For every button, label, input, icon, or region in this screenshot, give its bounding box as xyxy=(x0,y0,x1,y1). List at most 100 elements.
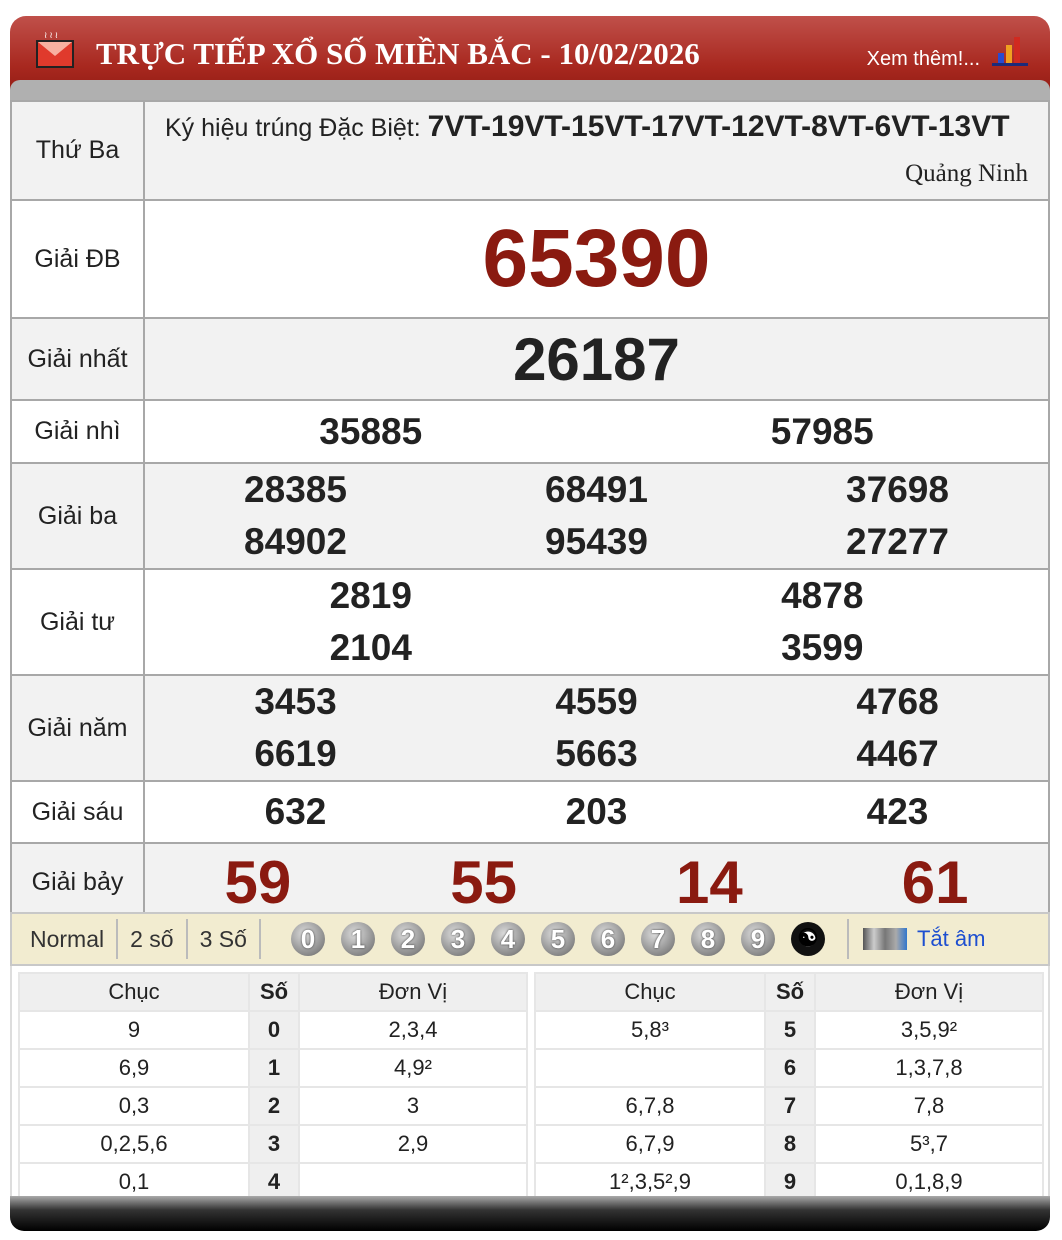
digit-ball-2[interactable]: 2 xyxy=(390,922,425,956)
digit-cell: 1 xyxy=(248,1048,300,1088)
prize-number: 26187 xyxy=(143,317,1050,401)
digit-ball-0[interactable]: 0 xyxy=(290,922,325,956)
prize-number: 37698 xyxy=(846,469,949,510)
digit-cell: 6 xyxy=(764,1048,816,1088)
yin-yang-icon[interactable]: ☯ xyxy=(790,922,825,956)
loto-row: 6,7,9 8 5³,7 xyxy=(534,1124,1044,1164)
digit-cell: 3 xyxy=(248,1124,300,1164)
loto-table-left: Chục Số Đơn Vị 9 0 2,3,4 6,9 1 4,9² 0,3 2 3 0,2,5,6 3… xyxy=(18,972,528,1202)
prize-label: Giải nhất xyxy=(10,317,145,401)
units-cell: 2,3,4 xyxy=(298,1010,528,1050)
digit-cell: 8 xyxy=(764,1124,816,1164)
loto-row: 6,7,8 7 7,8 xyxy=(534,1086,1044,1126)
loto-row: 5,8³ 5 3,5,9² xyxy=(534,1010,1044,1050)
chart-icon[interactable] xyxy=(992,37,1028,66)
mode-3-digit-button[interactable]: 3 Số xyxy=(188,919,261,959)
prize-number: 68491 xyxy=(545,469,648,510)
digit-cell: 0 xyxy=(248,1010,300,1050)
envelope-icon xyxy=(36,40,74,68)
prize-number: 28385 xyxy=(244,469,347,510)
prize-row-db: Giải ĐB 65390 xyxy=(10,199,1050,319)
digit-ball-5[interactable]: 5 xyxy=(540,922,575,956)
prize-number: 14 xyxy=(676,848,743,916)
tens-cell: 6,9 xyxy=(18,1048,250,1088)
prize-number: 6619 xyxy=(254,733,337,774)
mute-button[interactable]: Tắt âm xyxy=(916,926,986,951)
prize-row-1: Giải nhất 26187 xyxy=(10,317,1050,401)
code-label: Ký hiệu trúng Đặc Biệt: xyxy=(165,114,421,142)
result-panel: ≀≀≀ TRỰC TIẾP XỔ SỐ MIỀN BẮC - 10/02/202… xyxy=(10,16,1050,1231)
units-cell: 3 xyxy=(298,1086,528,1126)
units-cell: 2,9 xyxy=(298,1124,528,1164)
prize-row-6: Giải sáu 632 203 423 xyxy=(10,780,1050,844)
digit-cell: 2 xyxy=(248,1086,300,1126)
digit-cell: 4 xyxy=(248,1162,300,1202)
prize-row-7: Giải bảy 59 55 14 61 xyxy=(10,842,1050,922)
col-units: Đơn Vị xyxy=(814,972,1044,1012)
digit-ball-6[interactable]: 6 xyxy=(590,922,625,956)
prize-number: 2104 xyxy=(329,627,412,668)
prize-label: Giải năm xyxy=(10,674,145,782)
loto-header-row: Chục Số Đơn Vị xyxy=(534,972,1044,1012)
display-toolbar: Normal 2 số 3 Số 0 1 2 3 4 5 6 7 8 9 ☯ T… xyxy=(10,912,1050,966)
province: Quảng Ninh xyxy=(905,160,1028,187)
mode-normal-button[interactable]: Normal xyxy=(12,919,119,959)
digit-ball-9[interactable]: 9 xyxy=(740,922,775,956)
digit-ball-7[interactable]: 7 xyxy=(640,922,675,956)
digit-ball-8[interactable]: 8 xyxy=(690,922,725,956)
prize-row-5: Giải năm 3453 4559 4768 6619 5663 4467 xyxy=(10,674,1050,782)
loto-table-right: Chục Số Đơn Vị 5,8³ 5 3,5,9² 6 1,3,7,8 6,7,8 7 7,8… xyxy=(534,972,1044,1202)
prize-number: 4467 xyxy=(856,733,939,774)
col-tens: Chục xyxy=(534,972,766,1012)
see-more-link[interactable]: Xem thêm!... xyxy=(866,48,980,70)
prize-number: 84902 xyxy=(244,521,347,562)
prize-label: Giải nhì xyxy=(10,399,145,464)
toolbar-divider xyxy=(846,919,849,959)
col-tens: Chục xyxy=(18,972,250,1012)
prize-number: 59 xyxy=(224,848,292,916)
prize-label: Giải bảy xyxy=(10,842,145,922)
digit-ball-3[interactable]: 3 xyxy=(440,922,475,956)
steam-icon: ≀≀≀ xyxy=(44,30,61,40)
prize-row-3: Giải ba 28385 68491 37698 84902 95439 27277 xyxy=(10,462,1050,570)
prize-number: 2819 xyxy=(329,575,412,616)
loto-row: 9 0 2,3,4 xyxy=(18,1010,528,1050)
digit-cell: 9 xyxy=(764,1162,816,1202)
units-cell: 7,8 xyxy=(814,1086,1044,1126)
sound-icon[interactable] xyxy=(862,928,907,950)
loto-section: Chục Số Đơn Vị 9 0 2,3,4 6,9 1 4,9² 0,3 2 3 0,2,5,6 3… xyxy=(10,966,1050,1202)
mode-2-digit-button[interactable]: 2 số xyxy=(118,919,188,959)
prize-number: 95439 xyxy=(545,521,648,562)
day-label: Thứ Ba xyxy=(10,100,145,201)
prize-number: 4768 xyxy=(856,681,939,722)
prize-label: Giải sáu xyxy=(10,780,145,844)
prize-number: 3599 xyxy=(781,627,864,668)
tens-cell xyxy=(534,1048,766,1088)
digit-ball-1[interactable]: 1 xyxy=(340,922,375,956)
tens-cell: 0,3 xyxy=(18,1086,250,1126)
loto-row: 1²,3,5²,9 9 0,1,8,9 xyxy=(534,1162,1044,1202)
digit-cell: 5 xyxy=(764,1010,816,1050)
prize-number: 61 xyxy=(901,848,969,916)
prize-number: 203 xyxy=(565,791,628,832)
col-digit: Số xyxy=(764,972,816,1012)
loto-row: 0,2,5,6 3 2,9 xyxy=(18,1124,528,1164)
header-shadow xyxy=(10,80,1050,102)
prize-number: 5663 xyxy=(555,733,638,774)
tens-cell: 5,8³ xyxy=(534,1010,766,1050)
tens-cell: 1²,3,5²,9 xyxy=(534,1162,766,1202)
loto-header-row: Chục Số Đơn Vị xyxy=(18,972,528,1012)
prize-number: 35885 xyxy=(319,410,423,452)
prize-number: 57985 xyxy=(770,410,874,452)
loto-row: 6,9 1 4,9² xyxy=(18,1048,528,1088)
digit-cell: 7 xyxy=(764,1086,816,1126)
results-table: Thứ Ba Ký hiệu trúng Đặc Biệt: 7VT-19VT-… xyxy=(10,100,1050,922)
prize-number: 423 xyxy=(866,791,929,832)
prize-number: 3453 xyxy=(254,681,337,722)
units-cell: 0,1,8,9 xyxy=(814,1162,1044,1202)
info-row: Thứ Ba Ký hiệu trúng Đặc Biệt: 7VT-19VT-… xyxy=(10,100,1050,201)
units-cell: 5³,7 xyxy=(814,1124,1044,1164)
tens-cell: 6,7,9 xyxy=(534,1124,766,1164)
digit-ball-4[interactable]: 4 xyxy=(490,922,525,956)
page-title: TRỰC TIẾP XỔ SỐ MIỀN BẮC - 10/02/2026 xyxy=(96,36,700,71)
